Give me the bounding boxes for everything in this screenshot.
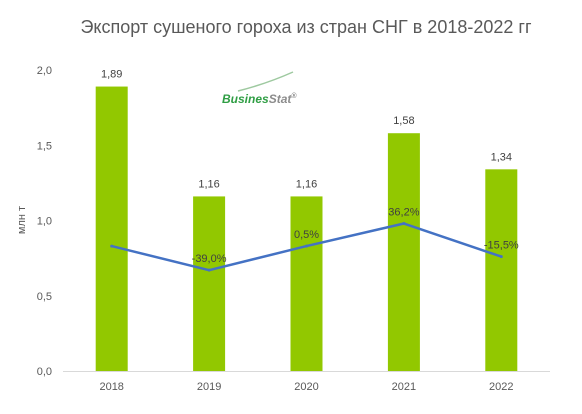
bar-value-label: 1,58 <box>393 115 414 127</box>
growth-point <box>110 244 114 248</box>
x-tick-label: 2022 <box>489 381 513 393</box>
bar <box>387 133 420 371</box>
bar <box>193 196 226 371</box>
bar-value-label: 1,89 <box>101 69 122 81</box>
chart-title: Экспорт сушеного гороха из стран СНГ в 2… <box>80 17 531 37</box>
logo-registered-mark: ® <box>291 92 297 100</box>
growth-label: -39,0% <box>192 253 227 265</box>
x-tick-label: 2020 <box>294 381 318 393</box>
x-tick-label: 2021 <box>392 381 416 393</box>
logo-text-green: Busines <box>222 92 269 106</box>
y-tick-label: 1,5 <box>37 140 52 152</box>
x-tick-label: 2018 <box>99 381 123 393</box>
growth-label: -15,5% <box>484 240 519 252</box>
y-tick-label: 0,0 <box>37 366 52 378</box>
logo-text-gray: Stat <box>269 92 293 106</box>
bar-value-label: 1,16 <box>198 178 219 190</box>
growth-point <box>207 268 211 272</box>
growth-point <box>305 244 308 248</box>
y-axis-label: млн т <box>16 206 28 234</box>
growth-label: 0,5% <box>294 229 319 241</box>
y-tick-label: 2,0 <box>37 65 52 77</box>
growth-point <box>402 222 406 226</box>
bar <box>290 196 323 371</box>
growth-point <box>499 255 503 259</box>
bar <box>95 86 128 372</box>
svg-text:BusinesStat®: BusinesStat® <box>222 92 297 106</box>
bar-value-label: 1,34 <box>491 151 512 163</box>
y-tick-label: 1,0 <box>37 216 52 228</box>
bar-value-label: 1,16 <box>296 178 317 190</box>
x-tick-label: 2019 <box>197 381 221 393</box>
businesstat-logo: BusinesStat® <box>222 71 297 106</box>
y-tick-label: 0,5 <box>37 291 52 303</box>
logo-swoosh <box>237 71 294 92</box>
bar <box>485 169 518 371</box>
growth-label: 36,2% <box>388 207 419 219</box>
